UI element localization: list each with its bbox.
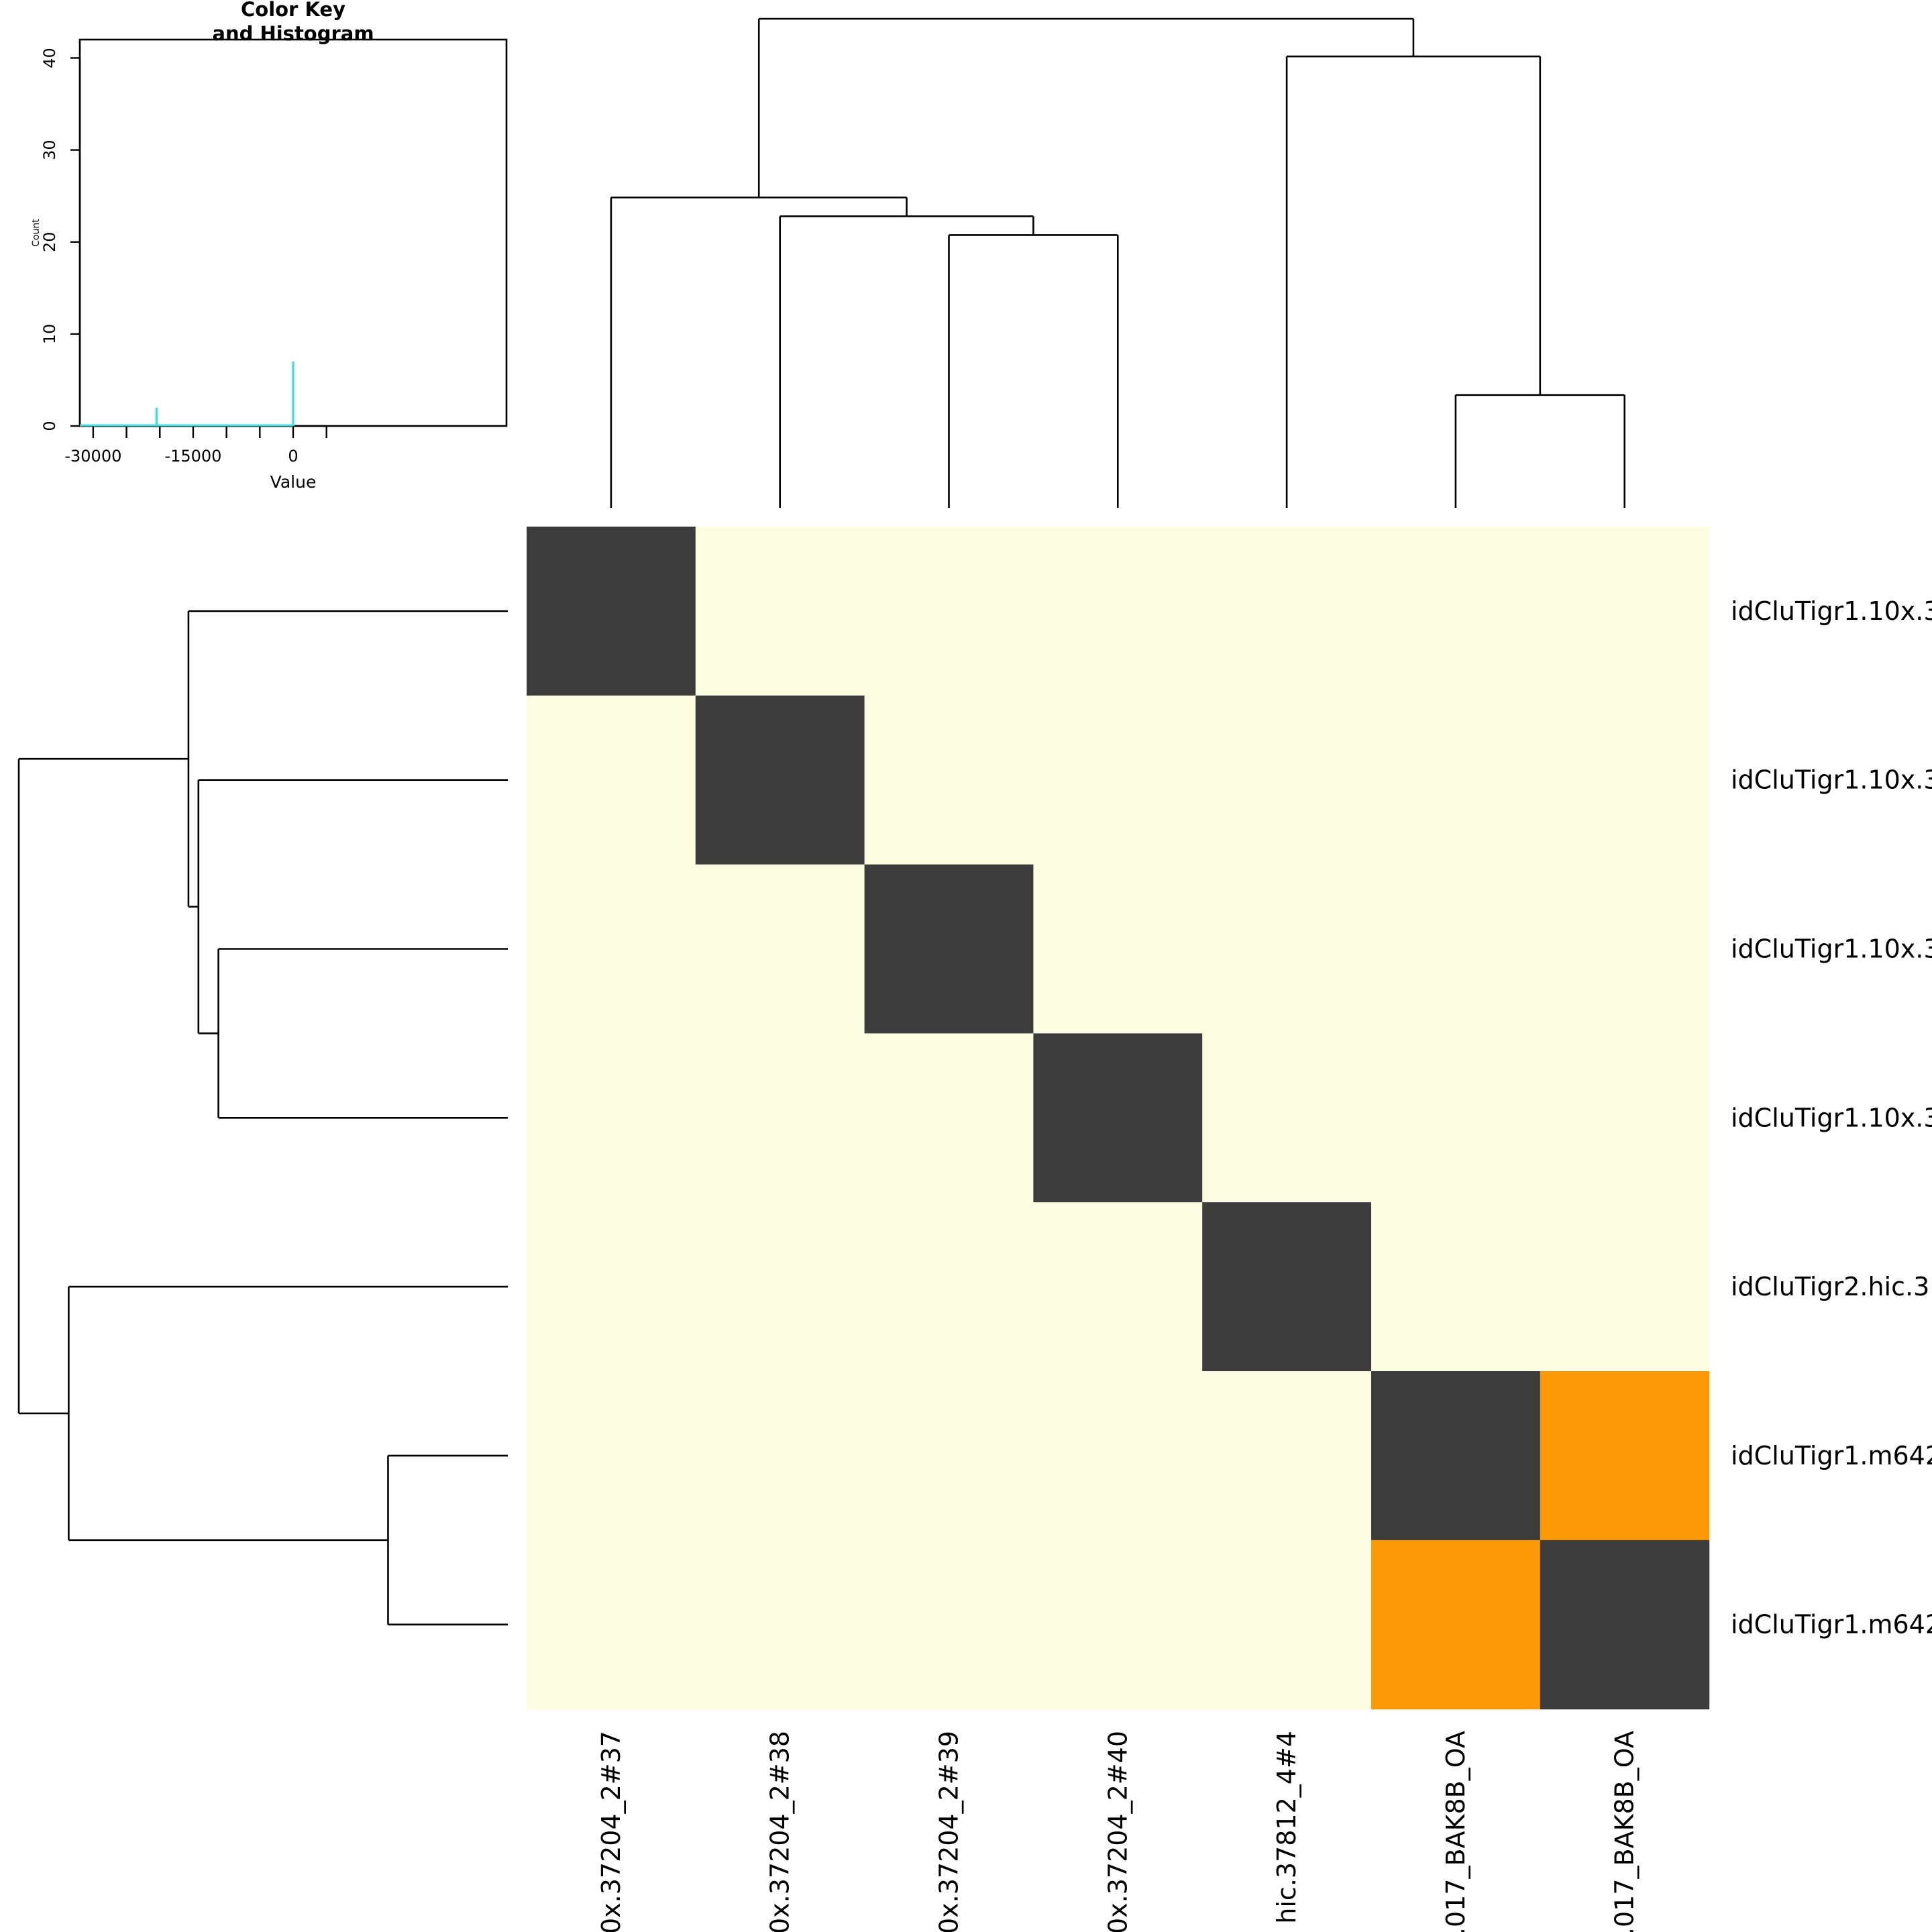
column-label: 0x.37204_2#38 <box>765 1731 795 1932</box>
heatmap-cell <box>1540 695 1710 865</box>
heatmap-cell <box>1033 864 1203 1034</box>
heatmap-cell <box>527 1202 696 1372</box>
heatmap-cell <box>1371 695 1541 865</box>
y-tick-label: 20 <box>40 231 59 252</box>
x-axis-label: Value <box>270 472 317 492</box>
heatmap-cell <box>1033 1202 1203 1372</box>
heatmap-cell <box>1540 1202 1710 1372</box>
y-tick-label: 0 <box>40 421 59 431</box>
heatmap-cell <box>695 1033 865 1203</box>
heatmap-cell <box>864 1540 1034 1710</box>
heatmap-cell <box>527 527 696 696</box>
color-key-title: and Histogram <box>212 22 374 45</box>
heatmap-cell <box>1371 1540 1541 1710</box>
column-label: .017_BAK8B_OA <box>1610 1731 1640 1932</box>
heatmap-cell <box>1202 1202 1372 1372</box>
heatmap-cell <box>527 1371 696 1541</box>
heatmap-cell <box>864 1033 1034 1203</box>
heatmap-cell <box>1540 1540 1710 1710</box>
heatmap-cell <box>695 1202 865 1372</box>
heatmap-cell <box>527 695 696 865</box>
heatmap-cell <box>1033 1033 1203 1203</box>
heatmap-cell <box>695 1540 865 1710</box>
heatmap-cell <box>1371 527 1541 696</box>
y-tick-label: 10 <box>40 324 59 345</box>
heatmap-cell <box>1202 1033 1372 1203</box>
row-label: idCluTigr1.10x.3 <box>1731 934 1932 964</box>
x-tick-label: 0 <box>288 447 298 466</box>
heatmap-cell <box>1540 1371 1710 1541</box>
row-label: idCluTigr1.10x.3 <box>1731 1103 1932 1132</box>
heatmap-cell <box>1202 1540 1372 1710</box>
heatmap-cell <box>1371 1033 1541 1203</box>
heatmap-cell <box>695 695 865 865</box>
heatmap-cell <box>1202 1371 1372 1541</box>
heatmap-cell <box>1202 527 1372 696</box>
x-tick-label: -15000 <box>164 447 221 466</box>
row-label: idCluTigr1.m642 <box>1731 1610 1932 1640</box>
column-labels: 0x.37204_2#37 0x.37204_2#38 0x.37204_2#39 0… <box>596 1731 1640 1932</box>
heatmap-cell <box>864 695 1034 865</box>
heatmap-cell <box>1371 1202 1541 1372</box>
heatmap-cell <box>695 527 865 696</box>
heatmap-cell <box>1540 864 1710 1034</box>
heatmap-cell <box>864 864 1034 1034</box>
y-axis-label: Count <box>31 219 42 247</box>
heatmap-cell <box>695 1371 865 1541</box>
row-label: idCluTigr1.m642 <box>1731 1441 1932 1470</box>
y-tick-label: 30 <box>40 140 59 160</box>
heatmap-cell <box>864 527 1034 696</box>
heatmap-cell <box>695 864 865 1034</box>
row-label: idCluTigr1.10x.3 <box>1731 596 1932 626</box>
color-key-title: Color Key <box>241 0 345 21</box>
column-label: 0x.37204_2#37 <box>596 1731 626 1932</box>
heatmap-cell <box>864 1202 1034 1372</box>
x-tick-label: -30000 <box>64 447 121 466</box>
row-label: idCluTigr1.10x.3 <box>1731 765 1932 795</box>
heatmap-cell <box>527 1033 696 1203</box>
row-dendrogram <box>17 610 508 1625</box>
heatmap-cell <box>1371 1371 1541 1541</box>
column-label: 0x.37204_2#40 <box>1103 1731 1132 1932</box>
heatmap-cell <box>1540 527 1710 696</box>
column-label: .017_BAK8B_OA <box>1441 1731 1470 1932</box>
row-label: idCluTigr2.hic.3 <box>1731 1272 1929 1301</box>
heatmap-cell <box>1033 527 1203 696</box>
column-dendrogram <box>610 17 1625 508</box>
heatmap-cell <box>1540 1033 1710 1203</box>
heatmap-cell <box>1033 1371 1203 1541</box>
column-label: hic.37812_4#4 <box>1272 1731 1301 1924</box>
y-tick-label: 40 <box>40 48 59 68</box>
heatmap-cell <box>1202 695 1372 865</box>
column-label: 0x.37204_2#39 <box>934 1731 964 1932</box>
heatmap-cell <box>1202 864 1372 1034</box>
heatmap-cell <box>1033 1540 1203 1710</box>
row-labels: idCluTigr1.10x.3 idCluTigr1.10x.3 idCluTig… <box>1731 596 1932 1640</box>
heatmap-cell <box>1033 695 1203 865</box>
heatmap-cell <box>1371 864 1541 1034</box>
heatmap-cells <box>527 527 1710 1710</box>
heatmap-cell <box>527 864 696 1034</box>
heatmap-cell <box>864 1371 1034 1541</box>
heatmap-cell <box>527 1540 696 1710</box>
